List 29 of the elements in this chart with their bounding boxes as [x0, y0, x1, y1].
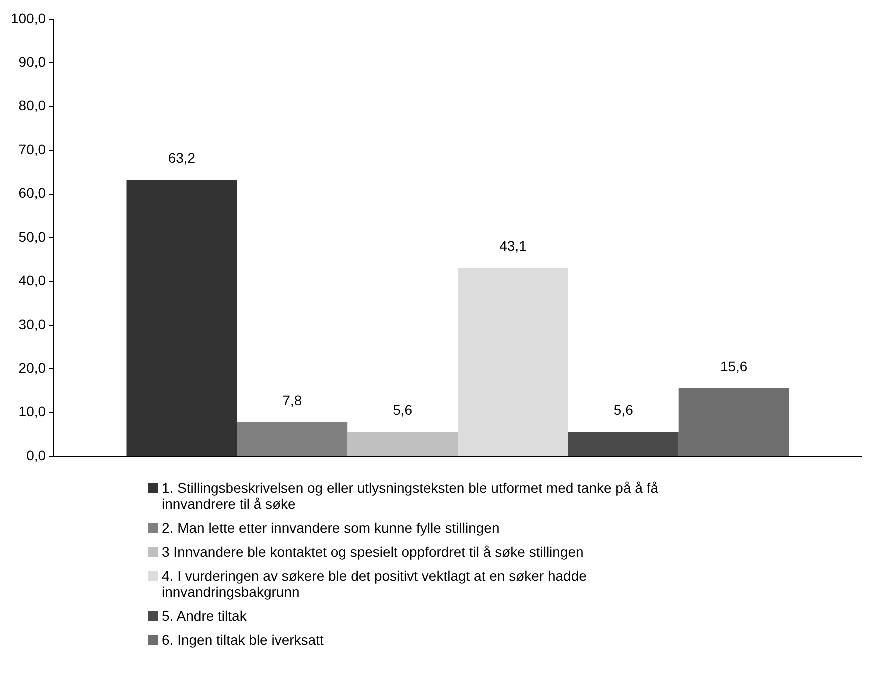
y-tick-label: 100,0	[10, 10, 46, 26]
text: 63,2	[168, 150, 196, 166]
legend-label: 1. Stillingsbeskrivelsen og eller utlysningsteksten ble utformet med tanke på å få innvandrere til å søke	[162, 480, 660, 512]
y-tick-label: 60,0	[18, 185, 46, 202]
bar	[237, 422, 348, 456]
legend-label: 2. Man lette etter innvandere som kunne fylle stillingen	[162, 520, 500, 536]
text: 15,6	[720, 358, 748, 374]
y-tick-label: 0,0	[26, 447, 46, 464]
legend-label: 5. Andre tiltak	[162, 608, 247, 624]
legend-label: 4. I vurderingen av søkere ble det positivt vektlagt at en søker hadde innvandringsbakgrunn	[162, 568, 588, 600]
y-tick-label: 50,0	[18, 228, 46, 245]
y-tick-label: 70,0	[18, 141, 46, 158]
text: 43,1	[500, 238, 527, 254]
bar	[568, 432, 679, 456]
bar	[126, 180, 238, 456]
y-tick-label: 90,0	[18, 54, 46, 70]
y-tick-label: 30,0	[18, 316, 46, 332]
y-tick-label: 10,0	[18, 404, 46, 420]
bar	[458, 268, 568, 456]
legend-label: 6. Ingen tiltak ble iverksatt	[162, 632, 324, 648]
bar	[678, 388, 790, 456]
text: 7,8	[282, 392, 302, 408]
y-tick-label: 20,0	[18, 360, 46, 376]
y-tick-label: 40,0	[18, 272, 46, 289]
text: 5,6	[393, 402, 413, 418]
y-tick-label: 80,0	[18, 98, 46, 114]
bar	[348, 432, 458, 456]
legend-label: 3 Innvandere ble kontaktet og spesielt oppfordret til å søke stillingen	[162, 544, 584, 560]
text: 5,6	[614, 402, 634, 418]
